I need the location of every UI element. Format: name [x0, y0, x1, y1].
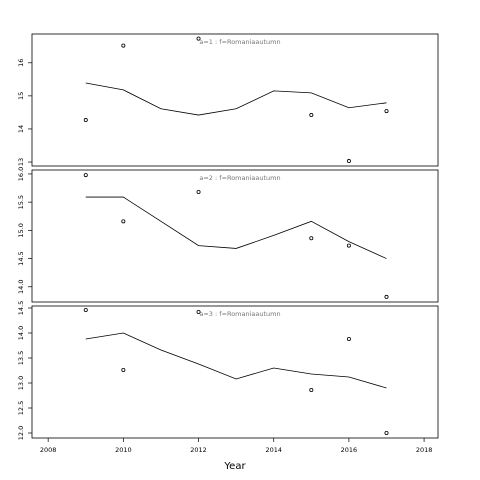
data-point	[309, 113, 314, 118]
data-point	[121, 219, 126, 224]
data-point	[384, 109, 389, 114]
x-tick-label: 2014	[265, 446, 282, 454]
y-tick-label: 13.5	[17, 351, 25, 365]
fitted-line	[85, 332, 387, 389]
y-tick-label: 12.0	[17, 426, 25, 440]
panel-frame	[31, 169, 439, 303]
y-tick-label: 14	[17, 125, 25, 133]
x-tick-label: 2018	[416, 446, 433, 454]
data-point	[309, 387, 314, 392]
y-tick-label: 13.0	[17, 376, 25, 390]
data-point	[196, 309, 201, 314]
y-tick-label: 15.0	[17, 223, 25, 237]
y-tick-label: 16	[17, 59, 25, 67]
strip-label: a=1 : f=Romaniaautumn	[199, 38, 280, 46]
data-point	[346, 243, 351, 248]
fitted-line	[85, 82, 387, 116]
data-point	[196, 36, 201, 41]
data-point	[346, 159, 351, 164]
data-point	[121, 43, 126, 48]
data-point	[346, 336, 351, 341]
y-tick-label: 14.5	[17, 251, 25, 265]
y-tick-label: 12.5	[17, 401, 25, 415]
data-point	[83, 173, 88, 178]
strip-label: a=2 : f=Romaniaautumn	[199, 174, 280, 182]
data-point	[83, 307, 88, 312]
data-point	[384, 430, 389, 435]
y-tick-label: 15	[17, 92, 25, 100]
x-tick-label: 2012	[190, 446, 207, 454]
x-tick-label: 2010	[115, 446, 132, 454]
panel-frame	[31, 33, 439, 167]
y-tick-label: 15.5	[17, 195, 25, 209]
x-tick-label: 2008	[40, 446, 57, 454]
y-tick-label: 13	[17, 158, 25, 166]
strip-label: a=3 : f=Romaniaautumn	[199, 310, 280, 318]
x-tick-label: 2016	[341, 446, 358, 454]
data-point	[196, 189, 201, 194]
fitted-line	[85, 196, 387, 259]
data-point	[309, 236, 314, 241]
panel-frame	[31, 305, 439, 439]
y-tick-label: 14.0	[17, 280, 25, 294]
y-tick-label: 14.5	[17, 301, 25, 315]
x-axis-label: Year	[223, 461, 246, 472]
data-point	[384, 294, 389, 299]
y-tick-label: 14.0	[17, 326, 25, 340]
data-point	[83, 118, 88, 123]
y-tick-label: 16.0	[17, 167, 25, 181]
data-point	[121, 367, 126, 372]
